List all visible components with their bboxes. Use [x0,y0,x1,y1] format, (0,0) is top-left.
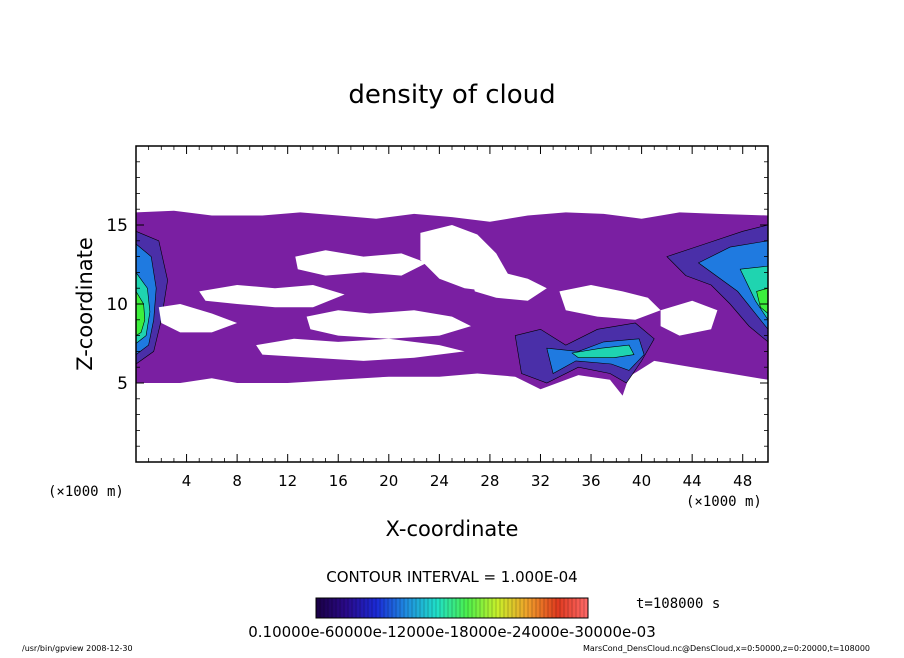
clear-region [559,285,661,320]
x-tick-label: 44 [683,472,702,490]
clear-region [256,338,465,361]
clear-region [471,272,547,301]
x-tick-label: 8 [232,472,242,490]
x-tick-label: 4 [182,472,192,490]
plot-area [135,210,769,396]
y-tick-label: 15 [106,216,128,236]
density-region-peak [756,288,768,314]
x-unit-label-left: (×1000 m) [48,484,124,500]
x-tick-label: 12 [278,472,297,490]
colorbar [315,597,589,619]
contour-interval-text: CONTOUR INTERVAL = 1.000E-04 [326,568,577,586]
clear-region [158,304,238,333]
x-tick-label: 32 [531,472,550,490]
density-region-high [572,345,634,358]
chart-title: density of cloud [348,80,555,110]
x-tick-label: 20 [379,472,398,490]
contour-line [571,344,635,359]
y-tick-label: 5 [117,374,128,394]
contour-line [546,338,645,374]
colorbar-labels: 0.10000e-60000e-12000e-18000e-24000e-300… [248,623,656,641]
x-tick-label: 16 [329,472,348,490]
x-tick-label: 36 [581,472,600,490]
clear-region [660,300,718,336]
contour-line [666,224,769,343]
x-axis-ticks: 4 8 12 16 20 24 28 32 36 40 44 48 [148,146,756,490]
x-tick-label: 28 [480,472,499,490]
y-axis-ticks: 5 10 15 [106,161,768,447]
x-tick-label: 40 [632,472,651,490]
time-label: t=108000 s [636,596,720,612]
x-tick-label: 48 [733,472,752,490]
clear-region [295,250,427,276]
colorbar-fill [315,597,589,619]
x-axis-label: X-coordinate [386,517,519,541]
x-unit-label-right: (×1000 m) [686,494,762,510]
y-tick-label: 10 [106,295,128,315]
colorbar-stripes [319,598,585,618]
footer-left: /usr/bin/gpview 2008-12-30 [22,644,133,653]
clear-region [306,310,471,339]
clear-region [199,285,345,308]
x-tick-label: 24 [430,472,449,490]
y-axis-label: Z-coordinate [73,237,97,371]
contour-line [514,322,655,384]
footer-right: MarsCond_DensCloud.nc@DensCloud,x=0:5000… [583,644,870,653]
